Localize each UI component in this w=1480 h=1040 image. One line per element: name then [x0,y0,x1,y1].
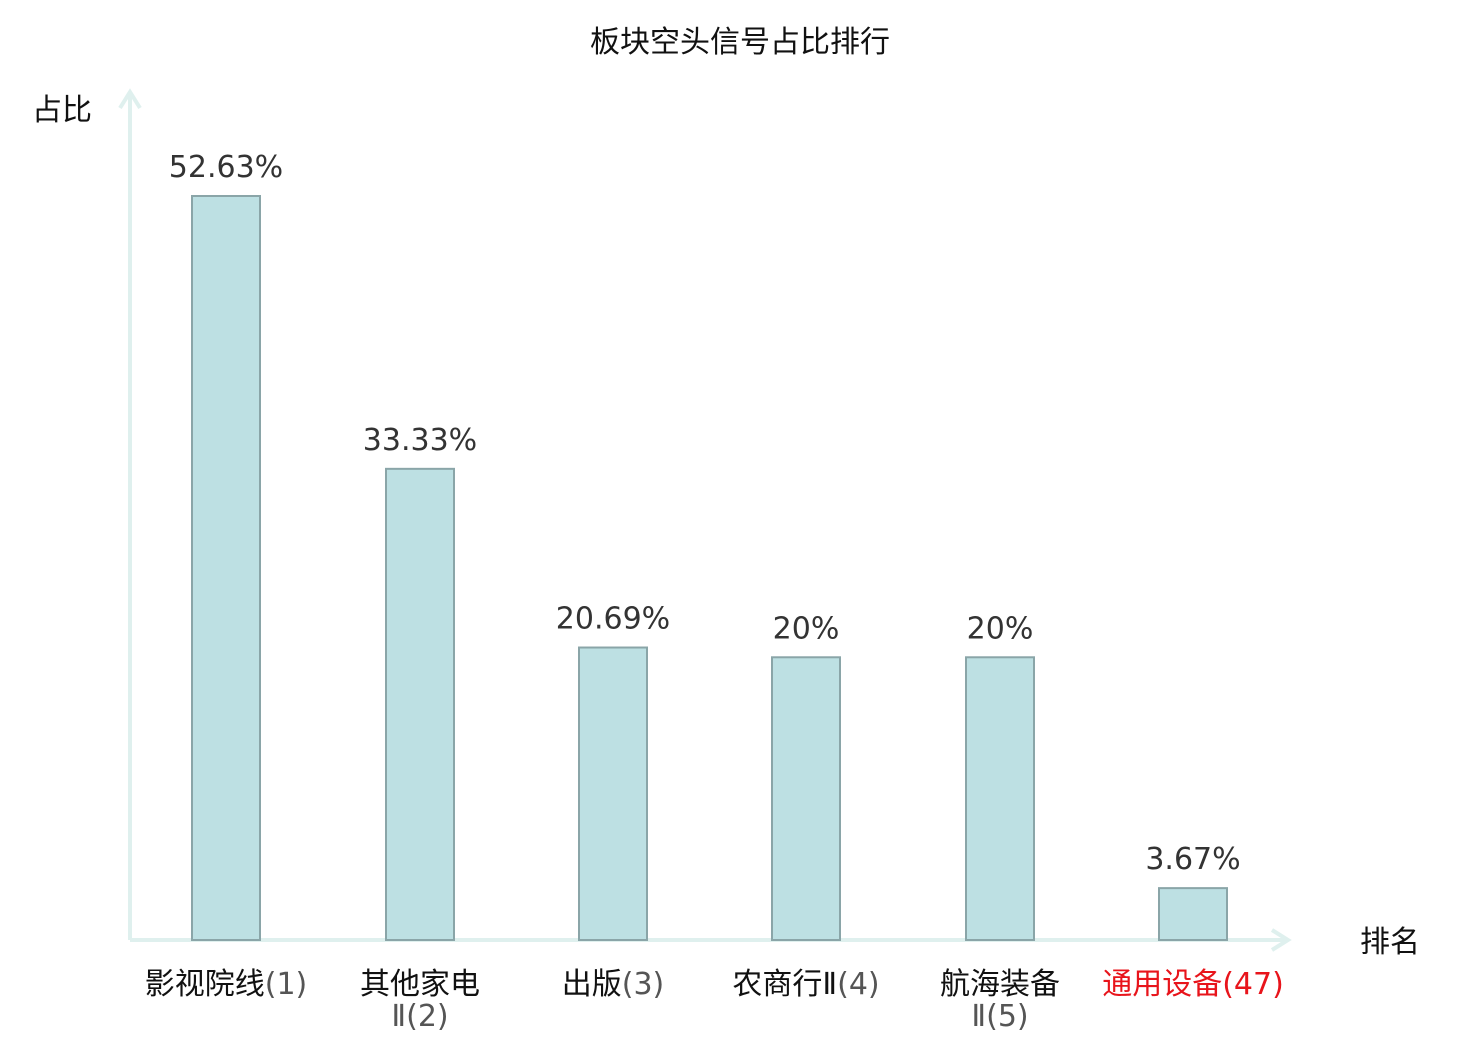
value-labels-group: 52.63% 33.33% 20.69% 20% 20% 3.67% [169,150,1241,877]
bar [1158,887,1228,941]
bar [385,467,455,941]
chart-title: 板块空头信号占比排行 [590,25,890,60]
category-labels-group: 影视院线(1) 其他家电 Ⅱ(2) 出版(3) 农商行Ⅱ(4) 航海装备 Ⅱ(5) 通用设备(… [145,967,1284,1034]
bars-group [191,195,1228,942]
x-axis-arrow [1270,928,1292,952]
bar [191,195,261,941]
y-axis-label: 占比 [32,93,92,128]
category-label: 通用设备(47) [1102,967,1284,1002]
bar-value-label: 3.67% [1145,842,1240,877]
category-label: 影视院线(1) [145,967,308,1002]
bar-value-label: 20.69% [556,602,670,637]
category-label: 其他家电 Ⅱ(2) [360,967,480,1034]
bar-value-label: 20% [967,611,1034,646]
category-label: 航海装备 Ⅱ(5) [940,967,1060,1034]
bar [771,656,841,942]
axes [118,88,1292,952]
bar-value-label: 20% [773,611,840,646]
bar [965,656,1035,942]
bar-value-label: 33.33% [363,423,477,458]
y-axis-arrow [118,88,142,110]
x-axis-label: 排名 [1360,925,1420,960]
bar [578,646,648,941]
category-label: 农商行Ⅱ(4) [732,967,879,1002]
category-label: 出版(3) [562,967,665,1002]
bar-value-label: 52.63% [169,150,283,185]
